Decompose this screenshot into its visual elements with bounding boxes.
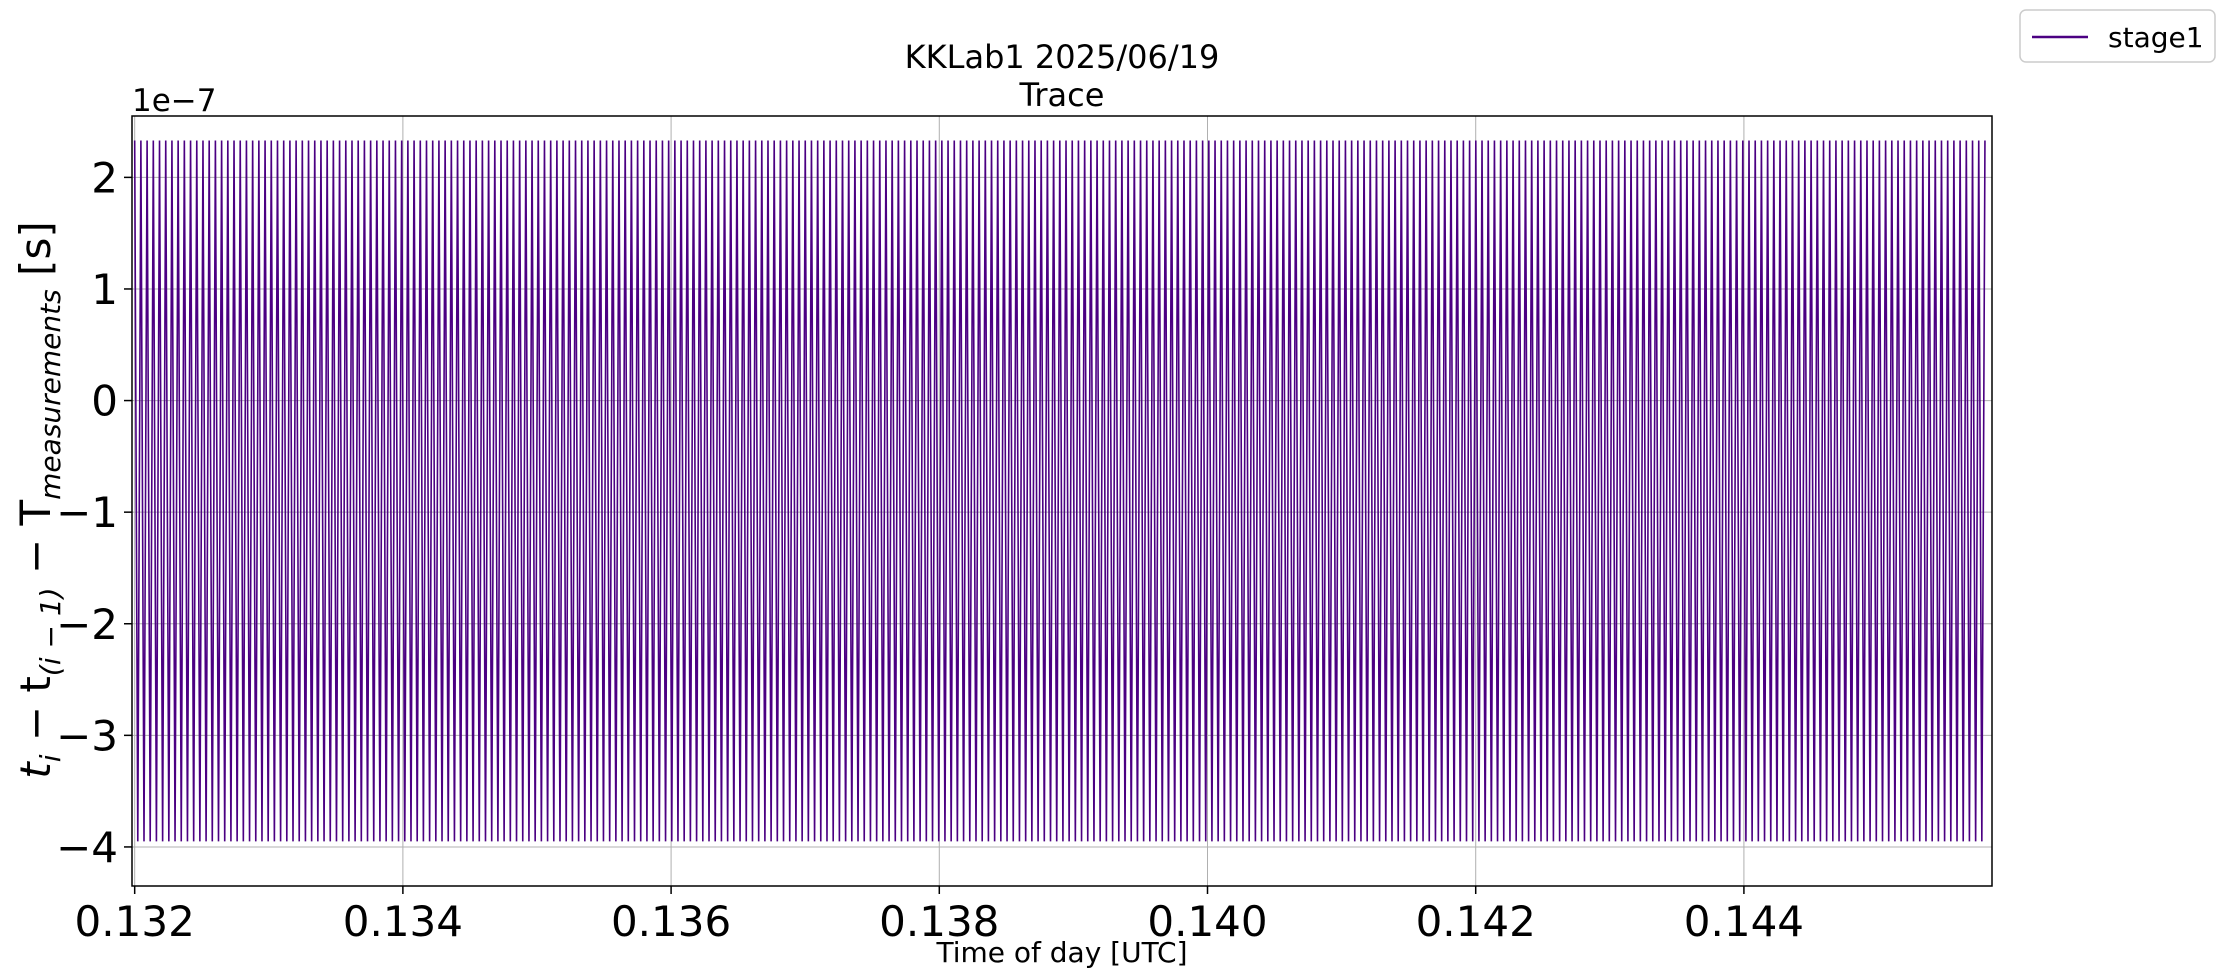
y-tick-label: −3 — [56, 711, 118, 760]
x-axis-label: Time of day [UTC] — [935, 936, 1187, 969]
series-stage1-line — [133, 140, 1986, 842]
x-tick-label: 0.136 — [611, 897, 731, 946]
y-axis-label: ti − t(i − 1) − Tmeasurements [s] — [11, 221, 67, 778]
y-tick-label: 1 — [91, 265, 118, 314]
y-tick-label: −1 — [56, 488, 118, 537]
y-tick-label: 0 — [91, 377, 118, 426]
chart-title: KKLab1 2025/06/19 — [905, 38, 1220, 76]
x-tick-label: 0.140 — [1147, 897, 1267, 946]
y-offset-label: 1e−7 — [132, 83, 217, 119]
chart-subtitle: Trace — [1019, 76, 1105, 114]
x-axis: 0.132 0.134 0.136 0.138 0.140 0.142 0.144 — [75, 886, 1804, 946]
plot-frame — [131, 115, 1993, 887]
y-tick-label: −4 — [56, 823, 118, 872]
series-stage1-path — [133, 140, 1986, 842]
y-tick-label: −2 — [56, 600, 118, 649]
legend-box — [2019, 9, 2216, 63]
x-tick-label: 0.132 — [75, 897, 195, 946]
y-axis: 2 1 0 −1 −2 −3 −4 — [56, 153, 132, 872]
legend: stage1 — [2019, 9, 2216, 63]
x-tick-label: 0.144 — [1684, 897, 1804, 946]
x-tick-label: 0.138 — [879, 897, 999, 946]
y-tick-label: 2 — [91, 153, 118, 202]
x-tick-label: 0.142 — [1416, 897, 1536, 946]
legend-label-stage1: stage1 — [2108, 21, 2204, 54]
x-tick-label: 0.134 — [343, 897, 463, 946]
